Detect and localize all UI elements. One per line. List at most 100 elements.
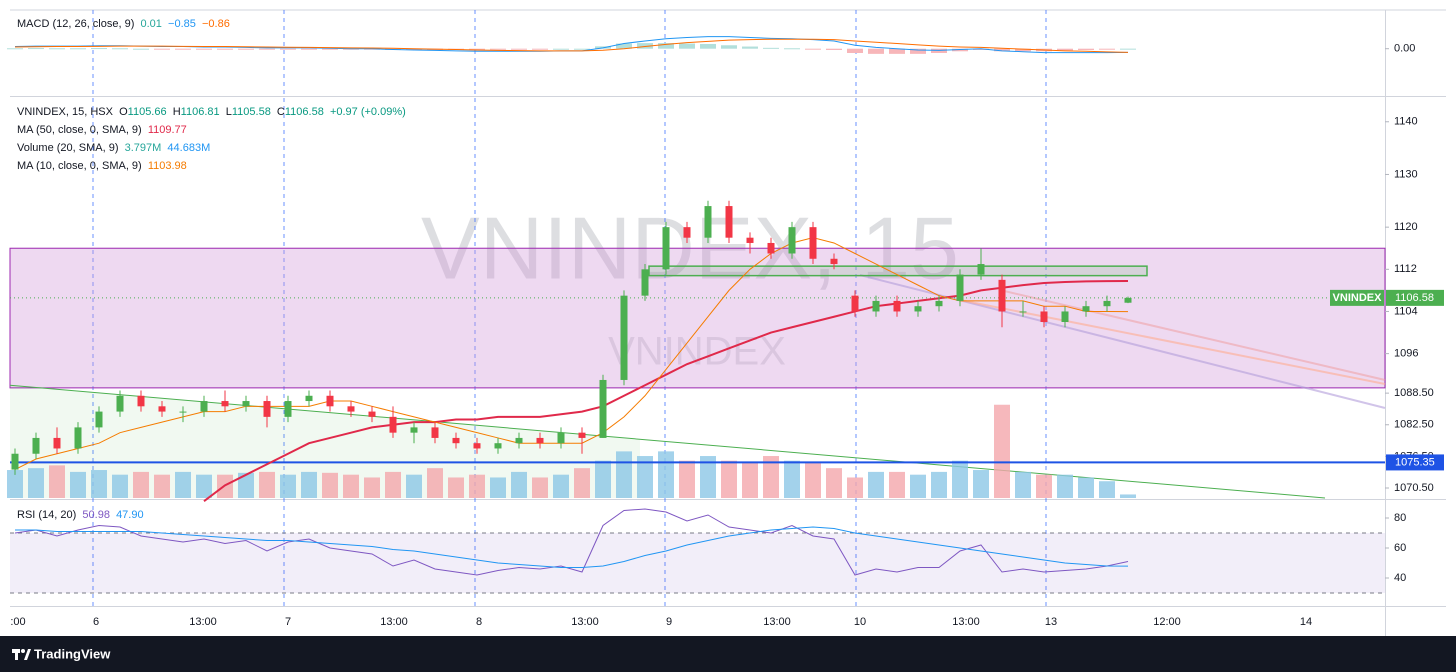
legend-item: MA (50, close, 0, SMA, 9) <box>17 124 148 136</box>
x-tick-label: 10 <box>854 616 866 628</box>
legend: VNINDEX, 15, HSX O1105.66 H1106.81 L1105… <box>17 106 406 118</box>
macd-hist <box>826 48 842 50</box>
projection <box>959 299 1386 385</box>
macd-hist <box>1120 48 1136 50</box>
volume-bar <box>490 477 506 498</box>
y-tick-label: 1082.50 <box>1394 419 1434 431</box>
macd-hist <box>280 48 296 50</box>
candle-body <box>116 395 124 412</box>
x-tick-label: 14 <box>1300 616 1312 628</box>
macd-hist <box>490 48 506 50</box>
macd-hist <box>1099 48 1115 50</box>
candle-body <box>368 411 376 417</box>
candle-body <box>599 379 607 438</box>
macd-hist <box>574 48 590 50</box>
volume-bar <box>868 471 884 498</box>
volume-bar <box>364 477 380 498</box>
candle-body <box>641 269 649 296</box>
x-tick-label: 6 <box>93 616 99 628</box>
volume-bar <box>1120 494 1136 498</box>
candle-body <box>179 411 187 413</box>
candle-body <box>662 227 670 270</box>
x-tick-label: 8 <box>476 616 482 628</box>
volume-bar <box>196 474 212 498</box>
volume-bar <box>259 471 275 498</box>
candle-body <box>431 427 439 438</box>
macd-hist <box>679 43 695 49</box>
macd-hist <box>637 43 653 49</box>
legend-item: 1109.77 <box>148 124 187 136</box>
ma10-line <box>14 237 1129 470</box>
footer-bar <box>0 636 1456 672</box>
volume-bar <box>301 471 317 498</box>
footer-brand: TradingView <box>34 646 111 661</box>
legend-item: 0.01 <box>141 18 162 30</box>
macd-hist <box>721 45 737 49</box>
legend-item: 44.683M <box>161 142 210 154</box>
rsi-tick-label: 80 <box>1394 512 1406 524</box>
logo <box>12 649 31 660</box>
candle-body <box>74 427 82 449</box>
candle-body <box>977 264 985 275</box>
candle-body <box>683 227 691 238</box>
y-tick-label: 1104 <box>1394 305 1418 317</box>
legend: MA (50, close, 0, SMA, 9) 1109.77 <box>17 124 187 136</box>
candle-body <box>578 432 586 438</box>
volume-bar <box>427 468 443 498</box>
macd-hist <box>133 48 149 50</box>
x-tick-label: 13:00 <box>571 616 599 628</box>
logo-slash <box>24 649 31 660</box>
y-tick-label: 1112 <box>1394 263 1417 275</box>
candle-body <box>893 300 901 312</box>
trendline <box>9 384 1326 499</box>
macd-hist <box>49 48 65 50</box>
legend-item: 1106.58 <box>285 106 324 118</box>
candle-body <box>452 437 460 444</box>
signal-line <box>14 38 1129 53</box>
candle-body <box>326 395 334 407</box>
volume-bar <box>595 460 611 498</box>
candle-body <box>515 437 523 444</box>
volume-bar <box>973 470 989 498</box>
candle-body <box>1040 311 1048 323</box>
candle-body <box>536 437 544 444</box>
volume-bar <box>763 456 779 498</box>
candle-body <box>200 401 208 412</box>
legend-item: 1105.58 <box>232 106 271 118</box>
volume-bar <box>826 468 842 498</box>
macd-hist <box>700 43 716 49</box>
volume-bar <box>994 404 1010 498</box>
legend-item: 1105.66 <box>128 106 167 118</box>
candle-body <box>494 443 502 449</box>
legend-item: −0.86 <box>196 18 230 30</box>
legend-item: +0.97 (+0.09%) <box>324 106 406 118</box>
candle-body <box>1103 300 1111 307</box>
symbol-tag-label: VNINDEX <box>1333 292 1383 304</box>
support-tag-label: 1075.35 <box>1395 456 1435 468</box>
macd-hist <box>217 48 233 50</box>
candle-body <box>620 295 628 380</box>
candle-body <box>1082 306 1090 312</box>
macd-hist <box>112 48 128 50</box>
macd-hist <box>1078 48 1094 50</box>
volume-bar <box>238 472 254 498</box>
volume-bar <box>1015 471 1031 498</box>
volume-bar <box>889 471 905 498</box>
candle-body <box>1019 311 1027 313</box>
zone <box>9 247 1386 389</box>
candle-body <box>389 416 397 433</box>
volume-bar <box>280 474 296 498</box>
macd-hist <box>763 47 779 49</box>
macd-tick-label: 0.00 <box>1394 43 1415 55</box>
macd-hist <box>553 48 569 50</box>
candle-body <box>221 401 229 407</box>
candle-body <box>53 437 61 449</box>
volume-bar <box>1036 474 1052 498</box>
x-tick-label: 13:00 <box>380 616 408 628</box>
volume-bar <box>91 470 107 498</box>
candle-body <box>998 279 1006 312</box>
volume-bar <box>679 460 695 498</box>
legend-item: Volume (20, SMA, 9) <box>17 142 125 154</box>
legend-item: VNINDEX, 15, HSX O <box>17 106 128 118</box>
